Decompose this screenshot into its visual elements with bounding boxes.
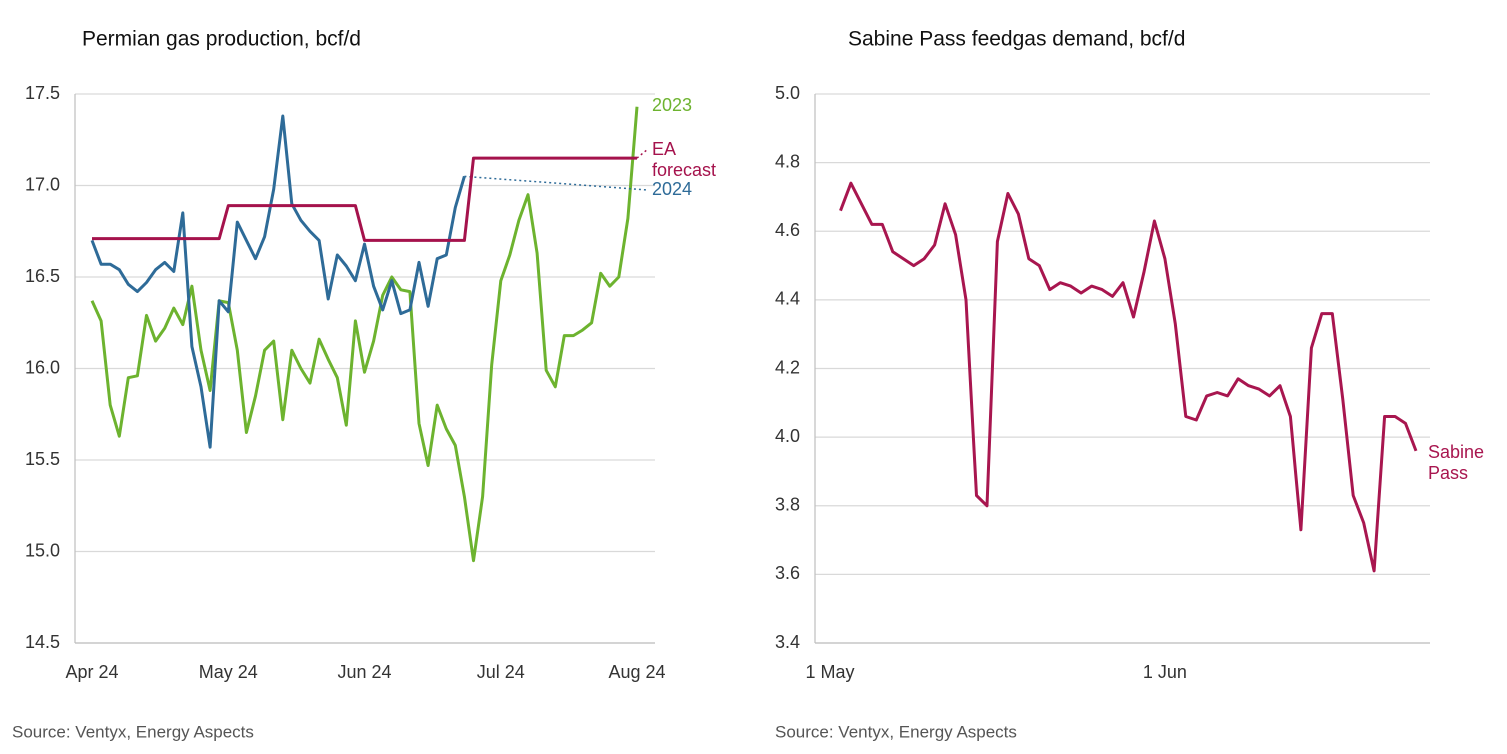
connector xyxy=(464,175,649,191)
chart-title: Sabine Pass feedgas demand, bcf/d xyxy=(848,28,1185,51)
connector xyxy=(636,148,649,159)
series-line xyxy=(90,114,466,449)
y-tick-label: 5.0 xyxy=(775,83,800,103)
x-tick-label: 1 Jun xyxy=(1143,662,1187,682)
y-tick-label: 4.2 xyxy=(775,357,800,377)
y-tick-label: 17.0 xyxy=(25,174,60,194)
series-label: 2023 xyxy=(652,95,693,115)
y-tick-label: 4.4 xyxy=(775,289,800,309)
x-tick-label: 1 May xyxy=(805,662,854,682)
y-tick-label: 14.5 xyxy=(25,632,60,652)
series-label: Sabine Pass xyxy=(1428,442,1485,483)
y-tick-label: 17.5 xyxy=(25,83,60,103)
series-label: EA forecast xyxy=(652,139,717,180)
y-tick-label: 16.0 xyxy=(25,357,60,377)
y-tick-label: 15.0 xyxy=(25,540,60,560)
x-tick-label: Jun 24 xyxy=(337,662,391,682)
series-line xyxy=(92,156,637,242)
series-line xyxy=(839,181,1418,573)
y-tick-label: 3.6 xyxy=(775,563,800,583)
y-tick-label: 16.5 xyxy=(25,266,60,286)
x-tick-label: Apr 24 xyxy=(65,662,118,682)
x-tick-label: Jul 24 xyxy=(477,662,525,682)
series-label: 2024 xyxy=(652,179,693,199)
y-tick-label: 3.8 xyxy=(775,495,800,515)
y-tick-label: 4.6 xyxy=(775,220,800,240)
source: Source: Ventyx, Energy Aspects xyxy=(775,722,1017,741)
series-line xyxy=(90,106,639,563)
source: Source: Ventyx, Energy Aspects xyxy=(12,722,254,741)
x-tick-label: May 24 xyxy=(199,662,258,682)
y-tick-label: 4.0 xyxy=(775,426,800,446)
y-tick-label: 4.8 xyxy=(775,151,800,171)
y-tick-label: 15.5 xyxy=(25,449,60,469)
chart-title: Permian gas production, bcf/d xyxy=(82,28,361,51)
y-tick-label: 3.4 xyxy=(775,632,800,652)
x-tick-label: Aug 24 xyxy=(608,662,665,682)
